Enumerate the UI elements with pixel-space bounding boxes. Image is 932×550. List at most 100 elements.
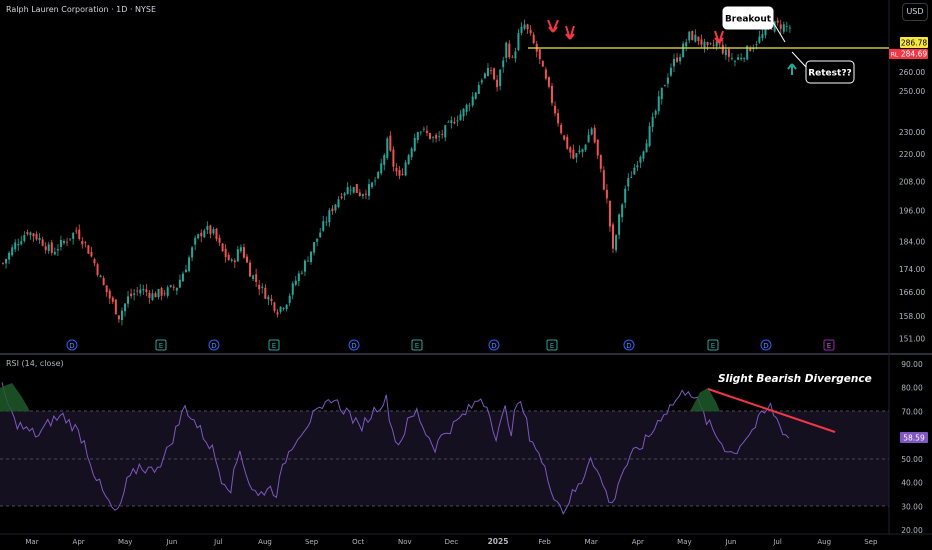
candle — [563, 135, 566, 141]
retest-callout[interactable]: Retest?? — [791, 51, 855, 84]
earnings-event-marker[interactable]: E — [268, 339, 280, 351]
price-tick-label: 260.00 — [899, 68, 925, 77]
candle — [41, 236, 44, 247]
time-axis[interactable]: Mar Apr May Jun Jul Aug Sep Oct Nov Dec 2025 Feb Mar… — [25, 537, 878, 546]
candle — [483, 72, 486, 79]
candle — [636, 160, 639, 172]
rsi-tick-label: 30.00 — [901, 502, 923, 511]
dividend-event-marker[interactable]: D — [760, 339, 772, 351]
symbol-tag — [889, 49, 900, 59]
price-tick-label: 220.00 — [899, 150, 925, 159]
candle — [84, 240, 87, 248]
earnings-event-marker[interactable]: E — [411, 339, 423, 351]
rsi-tick-label: 20.00 — [901, 526, 923, 535]
event-label: D — [69, 342, 74, 350]
earnings-event-marker[interactable]: E — [823, 339, 835, 351]
dividend-event-marker[interactable]: D — [348, 339, 360, 351]
dividend-event-marker[interactable]: D — [66, 339, 78, 351]
candle — [758, 30, 761, 44]
candle — [133, 288, 136, 301]
candle — [557, 109, 560, 127]
candle — [547, 76, 550, 89]
candle — [227, 252, 230, 261]
candle — [618, 213, 621, 240]
earnings-event-marker[interactable]: E — [707, 339, 719, 351]
candle — [520, 22, 523, 36]
candle — [425, 125, 428, 137]
earnings-event-marker[interactable]: E — [546, 339, 558, 351]
candle — [307, 256, 309, 262]
candle — [605, 184, 608, 204]
earnings-event-marker[interactable]: E — [155, 339, 167, 351]
candle — [185, 264, 187, 273]
candle — [96, 262, 99, 277]
candle — [209, 224, 212, 239]
candle — [453, 117, 456, 125]
candle — [270, 294, 273, 306]
price-tick-label: 174.00 — [899, 265, 925, 274]
dividend-event-marker[interactable]: D — [208, 339, 220, 351]
event-label: E — [827, 342, 831, 350]
candle — [358, 188, 361, 197]
candle — [11, 244, 14, 257]
candle — [465, 103, 468, 116]
dividend-event-marker[interactable]: D — [623, 339, 635, 351]
candle — [477, 81, 480, 94]
candle — [688, 31, 691, 44]
candle — [401, 168, 404, 176]
breakout-label: Breakout — [725, 15, 772, 25]
candle — [416, 131, 419, 144]
candle — [120, 307, 123, 326]
candle — [337, 196, 340, 209]
candle — [642, 150, 645, 162]
arrow-down-3 — [714, 30, 724, 44]
candle — [114, 299, 117, 315]
dividend-event-marker[interactable]: D — [488, 339, 500, 351]
candle — [505, 41, 508, 63]
candle — [490, 66, 492, 75]
candle — [130, 288, 133, 299]
candle — [593, 124, 596, 144]
rsi-tick-label: 80.00 — [901, 384, 923, 393]
candle — [517, 28, 520, 51]
candle — [291, 281, 294, 300]
candle — [14, 239, 17, 253]
candle — [730, 53, 733, 61]
candle — [230, 258, 233, 263]
candle — [151, 289, 154, 301]
candle — [654, 109, 657, 119]
candle — [72, 232, 75, 245]
time-tick-label: Aug — [258, 538, 272, 546]
candle — [63, 239, 65, 245]
currency-button[interactable]: USD — [902, 3, 928, 21]
resistance-price-tag — [900, 37, 928, 48]
candle — [264, 284, 267, 300]
candle — [255, 268, 258, 288]
rsi-series — [0, 382, 790, 516]
candle — [267, 294, 270, 306]
arrow-up-retest — [787, 63, 797, 75]
candle — [38, 233, 41, 244]
time-tick-label: Jun — [165, 538, 177, 546]
candle — [486, 63, 489, 77]
chart-title: Ralph Lauren Corporation · 1D · NYSE — [6, 5, 157, 14]
candle — [279, 306, 282, 314]
candle — [429, 132, 431, 140]
candle — [779, 19, 782, 35]
time-tick-label: May — [677, 538, 691, 546]
divergence-trendline[interactable] — [707, 388, 836, 433]
candle — [608, 200, 611, 232]
candle — [514, 47, 517, 63]
candle — [221, 242, 224, 253]
time-tick-label: Dec — [445, 538, 459, 546]
candlestick-series — [2, 17, 791, 326]
breakout-callout[interactable]: Breakout — [722, 6, 786, 43]
candle — [419, 131, 422, 136]
retest-label: Retest?? — [808, 69, 852, 79]
event-label: E — [711, 342, 715, 350]
candle — [127, 291, 130, 308]
candle — [493, 67, 496, 81]
candle — [249, 259, 252, 277]
